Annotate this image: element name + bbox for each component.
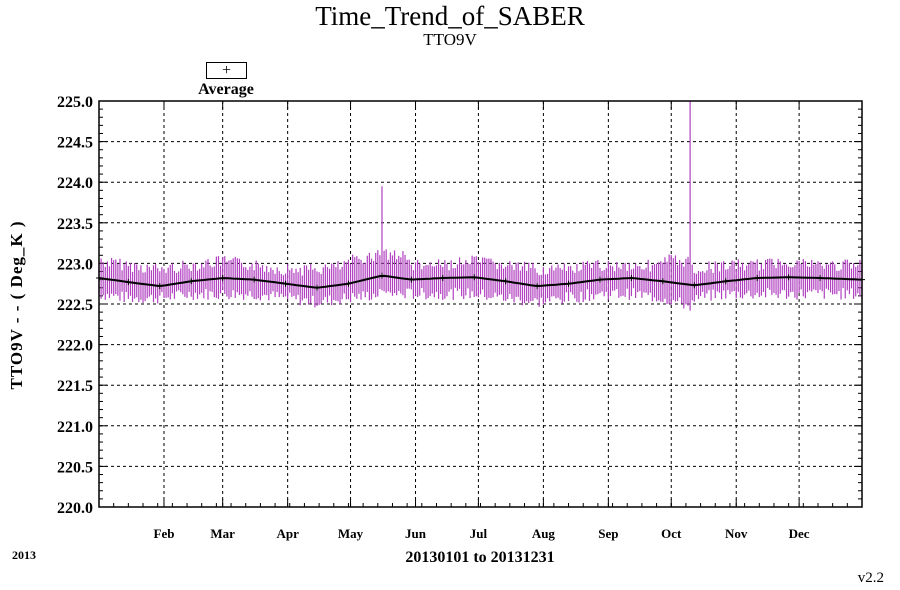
y-tick-label: 222.0 [57,338,93,355]
y-tick: 222.5 [57,297,862,314]
average-point [817,275,824,282]
legend-marker: + [221,62,232,79]
version-label: v2.2 [857,570,884,586]
x-tick-label: Apr [276,526,299,541]
x-tick: Jun [405,101,427,541]
y-tick: 224.0 [57,175,862,192]
average-point [345,280,352,287]
y-tick: 223.5 [57,216,862,233]
average-point [125,279,132,286]
x-tick-label: Dec [789,526,810,541]
average-point [534,283,541,290]
legend-marker-box: + [206,62,247,79]
average-point [156,283,163,290]
average-point [754,275,761,282]
x-tick-label: May [338,526,364,541]
x-ticks: Feb Mar Apr May Jun Jul Aug Sep Oct Nov Dec [98,101,863,541]
chart-subtitle: TTO9V [423,30,477,49]
y-tick-label: 224.5 [57,135,93,152]
y-tick: 220.5 [57,459,862,476]
chart-title: Time_Trend_of_SABER [315,1,585,31]
x-tick: Aug [532,101,556,541]
y-tick-label: 220.0 [57,500,93,517]
average-point [188,278,195,285]
average-point [691,282,698,289]
x-tick-label: Mar [210,526,235,541]
average-point [596,276,603,283]
plot-frame [98,100,863,508]
y-tick-label: 224.0 [57,175,93,192]
average-point [314,284,320,291]
y-tick-label: 225.0 [57,94,93,111]
y-tick: 220.0 [57,500,862,517]
x-tick-label: Jul [470,526,488,541]
average-point [722,278,729,285]
x-tick: Jul [470,101,488,541]
y-tick-label: 223.5 [57,216,93,233]
average-point [502,278,509,285]
average-point [439,275,446,282]
average-point [628,275,635,282]
average-line [98,274,863,289]
grid [99,101,862,507]
x-tick: Apr [276,101,299,541]
legend-label: Average [198,81,254,98]
average-point [378,272,385,279]
y-tick-label: 223.0 [57,256,93,273]
average-point [659,278,666,285]
x-tick: Nov [725,101,748,541]
average-point [251,276,258,283]
y-tick-label: 221.5 [57,378,93,395]
series-layer [96,101,865,311]
average-point [408,276,415,283]
y-tick: 221.5 [57,378,862,395]
x-tick-label: Oct [661,526,682,541]
x-tick: Mar [210,101,235,541]
average-point [785,274,792,281]
x-tick: Sep [598,101,618,541]
x-tick-label: Nov [725,526,748,541]
x-tick-label: Aug [532,526,556,541]
y-tick: 222.0 [57,338,862,355]
y-tick: 225.0 [57,94,862,111]
y-tick-label: 221.0 [57,419,93,436]
average-point [219,275,226,282]
y-tick: 224.5 [57,135,862,152]
average-point [471,274,478,281]
x-tick: Dec [789,101,810,541]
x-tick: Feb [154,101,175,541]
average-point [565,280,572,287]
x-tick-label: Feb [154,526,175,541]
x-tick-label: Jun [405,526,427,541]
x-axis-label: 20130101 to 20131231 [405,549,555,566]
x-tick-label: Sep [598,526,618,541]
y-tick-label: 220.5 [57,459,93,476]
year-label: 2013 [12,548,36,562]
daily-range-series [98,101,863,311]
x-tick: May [338,101,364,541]
y-ticks: 220.0 220.5 221.0 221.5 222.0 222.5 223.0 223.5… [57,94,862,517]
y-tick-label: 222.5 [57,297,93,314]
y-tick: 221.0 [57,419,862,436]
average-point [282,280,289,287]
